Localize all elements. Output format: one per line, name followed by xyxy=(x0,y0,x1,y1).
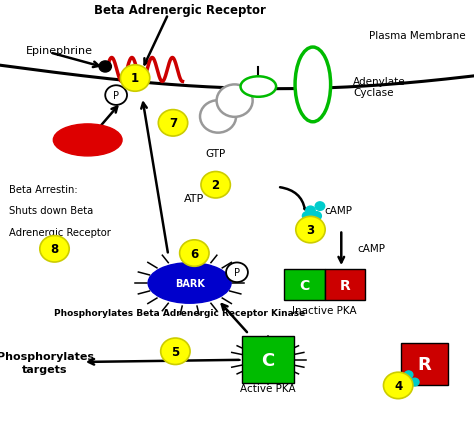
FancyBboxPatch shape xyxy=(242,337,294,383)
Text: C: C xyxy=(299,278,310,292)
Circle shape xyxy=(383,372,413,399)
Text: β: β xyxy=(232,96,239,109)
Text: 2: 2 xyxy=(211,179,220,192)
Circle shape xyxy=(99,62,111,73)
Text: Adenylate
Cyclase: Adenylate Cyclase xyxy=(353,77,406,98)
Circle shape xyxy=(217,85,253,118)
Text: 7: 7 xyxy=(169,117,177,130)
Text: 6: 6 xyxy=(190,247,199,260)
FancyBboxPatch shape xyxy=(401,343,448,386)
Text: ATP: ATP xyxy=(184,193,204,203)
Circle shape xyxy=(200,101,236,133)
Text: P: P xyxy=(234,268,240,278)
Text: Active PKA: Active PKA xyxy=(240,383,296,394)
Text: P: P xyxy=(113,91,119,101)
Circle shape xyxy=(404,371,413,379)
Text: Inactive PKA: Inactive PKA xyxy=(292,305,357,315)
Text: 5: 5 xyxy=(171,345,180,358)
Ellipse shape xyxy=(53,124,122,156)
Text: α: α xyxy=(255,81,263,94)
Circle shape xyxy=(315,202,325,211)
Ellipse shape xyxy=(148,263,231,303)
Text: Beta Arrestin:: Beta Arrestin: xyxy=(9,184,78,195)
Text: cAMP: cAMP xyxy=(358,243,386,253)
Text: 8: 8 xyxy=(50,243,59,256)
Text: Beta Adrenergic Receptor: Beta Adrenergic Receptor xyxy=(94,4,266,17)
Text: Shuts down Beta: Shuts down Beta xyxy=(9,206,94,216)
Text: 3: 3 xyxy=(306,224,315,236)
Text: 1: 1 xyxy=(131,72,139,85)
Circle shape xyxy=(120,66,150,92)
Text: Epinephrine: Epinephrine xyxy=(26,46,93,56)
Circle shape xyxy=(180,240,209,267)
Text: cAMP: cAMP xyxy=(325,206,353,216)
Circle shape xyxy=(312,212,321,221)
Text: Adrenergic Receptor: Adrenergic Receptor xyxy=(9,227,111,237)
Circle shape xyxy=(410,378,419,386)
Text: Phosphorylates Beta Adrenergic Receptor Kinase: Phosphorylates Beta Adrenergic Receptor … xyxy=(55,308,306,318)
Circle shape xyxy=(306,207,315,215)
Circle shape xyxy=(158,110,188,137)
Circle shape xyxy=(402,376,411,384)
Text: targets: targets xyxy=(22,364,68,374)
Text: R: R xyxy=(417,355,431,373)
Text: R: R xyxy=(340,278,350,292)
Text: BARK: BARK xyxy=(174,278,205,288)
Text: GTP: GTP xyxy=(206,148,226,158)
Circle shape xyxy=(296,217,325,243)
Circle shape xyxy=(302,212,312,221)
Text: Phosphorylates: Phosphorylates xyxy=(0,351,93,361)
FancyArrowPatch shape xyxy=(280,188,305,210)
Circle shape xyxy=(201,172,230,199)
Circle shape xyxy=(40,236,69,262)
Text: Plasma Membrane: Plasma Membrane xyxy=(369,31,465,41)
Text: γ: γ xyxy=(214,112,222,125)
Circle shape xyxy=(161,338,190,365)
Ellipse shape xyxy=(295,48,331,123)
Text: C: C xyxy=(261,351,274,369)
Circle shape xyxy=(105,86,127,106)
Circle shape xyxy=(226,263,248,282)
Text: 4: 4 xyxy=(394,379,402,392)
Ellipse shape xyxy=(241,77,276,98)
FancyBboxPatch shape xyxy=(325,270,365,300)
FancyBboxPatch shape xyxy=(284,270,325,300)
